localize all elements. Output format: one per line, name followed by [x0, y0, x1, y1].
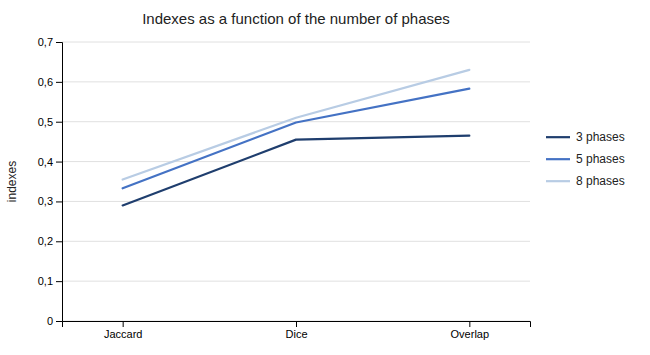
- tick: Jaccard: [104, 321, 143, 340]
- tick-mark: [56, 281, 62, 282]
- tick-label: 0,2: [38, 235, 53, 247]
- tick-mark: [56, 201, 62, 202]
- tick: 0,6: [38, 76, 62, 88]
- tick: 0,7: [38, 36, 62, 48]
- legend-swatch: [546, 180, 570, 182]
- grid-line: [62, 241, 530, 242]
- tick-mark: [56, 162, 62, 163]
- tick-label: 0,6: [38, 76, 53, 88]
- grid: [62, 42, 530, 321]
- tick-mark: [123, 321, 124, 327]
- tick-label: 0,5: [38, 116, 53, 128]
- legend-swatch: [546, 158, 570, 160]
- tick: 0,5: [38, 116, 62, 128]
- tick: 0,1: [38, 275, 62, 287]
- legend-label: 3 phases: [576, 130, 625, 144]
- tick: 0,4: [38, 156, 62, 168]
- y-axis: 0 0,1 0,2 0,3 0,4 0,5 0,6 0,7: [38, 36, 63, 327]
- legend-item: 8 phases: [546, 174, 625, 188]
- lines: [123, 70, 470, 206]
- tick-mark: [469, 321, 470, 327]
- tick: 0,2: [38, 235, 62, 247]
- tick-mark: [56, 82, 62, 83]
- grid-line: [62, 81, 530, 82]
- x-axis: Jaccard Dice Overlap: [63, 321, 531, 340]
- legend-label: 8 phases: [576, 174, 625, 188]
- grid-line: [62, 42, 530, 43]
- series-line: [123, 70, 470, 180]
- tick: Overlap: [451, 321, 490, 340]
- y-axis-label: indexes: [5, 161, 19, 202]
- legend: 3 phases 5 phases 8 phases: [546, 130, 625, 188]
- tick-label: Dice: [285, 328, 307, 340]
- axis-line: [63, 322, 531, 328]
- tick: Dice: [285, 321, 307, 340]
- tick: 0: [47, 315, 62, 327]
- tick-label: 0,7: [38, 36, 53, 48]
- tick-label: Jaccard: [104, 328, 143, 340]
- tick-label: 0: [47, 315, 53, 327]
- chart: 0 0,1 0,2 0,3 0,4 0,5 0,6 0,7 Jaccard Dice Overlap…: [0, 0, 650, 355]
- title: Indexes as a function of the number of p…: [142, 10, 450, 27]
- tick-label: 0,4: [38, 156, 53, 168]
- grid-line: [62, 161, 530, 162]
- legend-item: 5 phases: [546, 152, 625, 166]
- tick-mark: [56, 42, 62, 43]
- tick-mark: [56, 122, 62, 123]
- legend-label: 5 phases: [576, 152, 625, 166]
- tick-label: 0,3: [38, 195, 53, 207]
- series-line: [123, 136, 470, 206]
- legend-swatch: [546, 136, 570, 138]
- series-line: [123, 89, 470, 189]
- tick-label: 0,1: [38, 275, 53, 287]
- tick-mark: [56, 321, 62, 322]
- tick-label: Overlap: [451, 328, 490, 340]
- plot: 0 0,1 0,2 0,3 0,4 0,5 0,6 0,7 Jaccard Dice Overlap: [38, 36, 531, 340]
- axis-line: [56, 43, 63, 322]
- tick: 0,3: [38, 195, 62, 207]
- tick-mark: [296, 321, 297, 327]
- tick-mark: [56, 241, 62, 242]
- grid-line: [62, 281, 530, 282]
- legend-item: 3 phases: [546, 130, 625, 144]
